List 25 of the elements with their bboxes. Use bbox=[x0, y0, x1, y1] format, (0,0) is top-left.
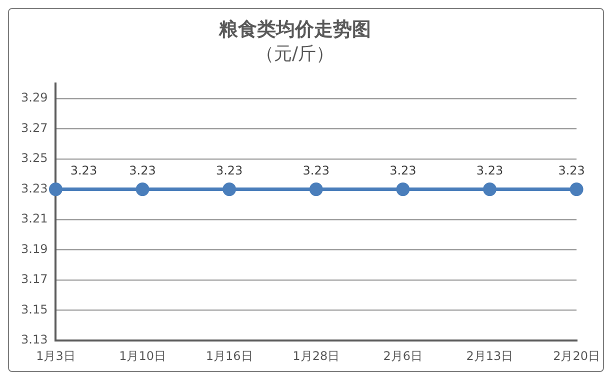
data-label: 3.23 bbox=[70, 163, 98, 178]
data-label: 3.23 bbox=[390, 163, 416, 178]
data-label: 3.23 bbox=[129, 163, 156, 178]
x-tick-label: 1月28日 bbox=[292, 348, 340, 363]
data-label: 3.23 bbox=[302, 163, 330, 178]
x-tick-label: 1月3日 bbox=[36, 348, 76, 363]
y-tick-label: 3.13 bbox=[21, 332, 48, 347]
y-tick-label: 3.15 bbox=[21, 302, 48, 316]
x-tick-label: 1月10日 bbox=[119, 348, 166, 363]
x-tick-label: 2月20日 bbox=[553, 348, 600, 363]
y-tick-label: 3.23 bbox=[21, 181, 48, 196]
data-label: 3.23 bbox=[476, 163, 504, 178]
y-tick-label: 3.19 bbox=[21, 242, 48, 256]
x-tick-label: 2月13日 bbox=[466, 348, 514, 363]
y-tick-label: 3.25 bbox=[21, 151, 48, 166]
chart-title: 粮食类均价走势图 bbox=[218, 18, 371, 40]
x-tick-label: 2月6日 bbox=[383, 348, 423, 363]
chart-subtitle: （元/斤） bbox=[256, 43, 334, 64]
y-tick-label: 3.27 bbox=[21, 120, 48, 135]
data-label: 3.23 bbox=[558, 163, 585, 178]
data-label: 3.23 bbox=[216, 163, 243, 178]
y-tick-label: 3.29 bbox=[21, 90, 48, 105]
x-tick-label: 1月16日 bbox=[206, 348, 253, 363]
y-tick-label: 3.21 bbox=[21, 212, 48, 226]
y-tick-label: 3.17 bbox=[21, 272, 48, 286]
